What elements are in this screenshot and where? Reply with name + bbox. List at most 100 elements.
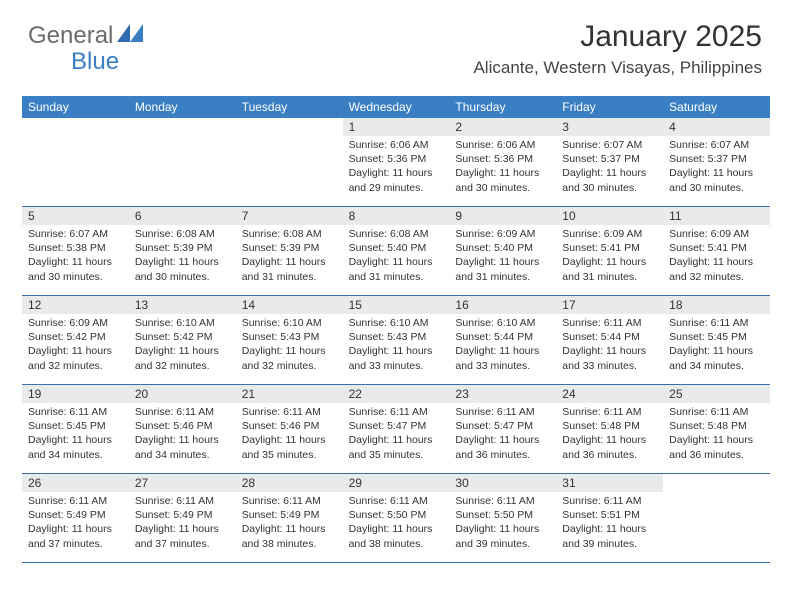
calendar-day-cell: 7Sunrise: 6:08 AMSunset: 5:39 PMDaylight… [236, 207, 343, 295]
day-detail-line: Daylight: 11 hours [349, 522, 444, 536]
day-detail-line: Sunrise: 6:11 AM [349, 494, 444, 508]
calendar-week-row: 5Sunrise: 6:07 AMSunset: 5:38 PMDaylight… [22, 207, 770, 296]
day-detail-line: Sunset: 5:36 PM [349, 152, 444, 166]
day-detail-line: Daylight: 11 hours [135, 344, 230, 358]
calendar-day-cell: 14Sunrise: 6:10 AMSunset: 5:43 PMDayligh… [236, 296, 343, 384]
day-number: 27 [129, 474, 236, 492]
day-number: 31 [556, 474, 663, 492]
day-number: 2 [449, 118, 556, 136]
day-number: 12 [22, 296, 129, 314]
day-detail-text: Sunrise: 6:07 AMSunset: 5:37 PMDaylight:… [556, 136, 663, 199]
day-detail-line: and 30 minutes. [455, 181, 550, 195]
day-detail-line: and 32 minutes. [135, 359, 230, 373]
day-detail-text: Sunrise: 6:09 AMSunset: 5:40 PMDaylight:… [449, 225, 556, 288]
day-number: 25 [663, 385, 770, 403]
day-detail-line: Daylight: 11 hours [28, 344, 123, 358]
day-detail-line: and 30 minutes. [28, 270, 123, 284]
weekday-header: Tuesday [236, 96, 343, 118]
calendar-grid: Sunday Monday Tuesday Wednesday Thursday… [22, 96, 770, 563]
day-detail-text: Sunrise: 6:11 AMSunset: 5:46 PMDaylight:… [236, 403, 343, 466]
day-detail-line: Sunset: 5:48 PM [562, 419, 657, 433]
calendar-day-cell: 28Sunrise: 6:11 AMSunset: 5:49 PMDayligh… [236, 474, 343, 562]
day-number: 19 [22, 385, 129, 403]
day-detail-line: Sunset: 5:38 PM [28, 241, 123, 255]
day-detail-line: Daylight: 11 hours [28, 255, 123, 269]
calendar-day-cell: 20Sunrise: 6:11 AMSunset: 5:46 PMDayligh… [129, 385, 236, 473]
calendar-day-cell: 25Sunrise: 6:11 AMSunset: 5:48 PMDayligh… [663, 385, 770, 473]
calendar-day-cell [236, 118, 343, 206]
calendar-day-cell: 1Sunrise: 6:06 AMSunset: 5:36 PMDaylight… [343, 118, 450, 206]
calendar-day-cell: 23Sunrise: 6:11 AMSunset: 5:47 PMDayligh… [449, 385, 556, 473]
day-detail-line: Daylight: 11 hours [669, 255, 764, 269]
calendar-day-cell: 24Sunrise: 6:11 AMSunset: 5:48 PMDayligh… [556, 385, 663, 473]
day-detail-line: Sunset: 5:37 PM [669, 152, 764, 166]
day-detail-line: and 30 minutes. [669, 181, 764, 195]
day-number: 18 [663, 296, 770, 314]
day-detail-line: Daylight: 11 hours [349, 166, 444, 180]
calendar-day-cell: 13Sunrise: 6:10 AMSunset: 5:42 PMDayligh… [129, 296, 236, 384]
day-detail-text: Sunrise: 6:07 AMSunset: 5:37 PMDaylight:… [663, 136, 770, 199]
day-number: 4 [663, 118, 770, 136]
day-detail-line: Daylight: 11 hours [455, 344, 550, 358]
day-detail-text: Sunrise: 6:10 AMSunset: 5:44 PMDaylight:… [449, 314, 556, 377]
month-title: January 2025 [473, 20, 762, 54]
logo-text-general: General [28, 22, 113, 50]
day-detail-text: Sunrise: 6:11 AMSunset: 5:47 PMDaylight:… [449, 403, 556, 466]
day-detail-line: Sunrise: 6:07 AM [669, 138, 764, 152]
day-number: 11 [663, 207, 770, 225]
day-detail-line: Daylight: 11 hours [455, 255, 550, 269]
day-detail-line: Sunset: 5:43 PM [242, 330, 337, 344]
calendar-day-cell: 15Sunrise: 6:10 AMSunset: 5:43 PMDayligh… [343, 296, 450, 384]
day-detail-line: and 37 minutes. [135, 537, 230, 551]
day-detail-text: Sunrise: 6:06 AMSunset: 5:36 PMDaylight:… [343, 136, 450, 199]
day-number [236, 118, 343, 137]
day-number: 5 [22, 207, 129, 225]
calendar-week-row: 1Sunrise: 6:06 AMSunset: 5:36 PMDaylight… [22, 118, 770, 207]
day-detail-line: Daylight: 11 hours [562, 433, 657, 447]
day-detail-line: Sunrise: 6:11 AM [349, 405, 444, 419]
day-detail-line: Sunrise: 6:06 AM [349, 138, 444, 152]
day-detail-line: and 36 minutes. [562, 448, 657, 462]
day-detail-line: Sunrise: 6:09 AM [562, 227, 657, 241]
day-detail-line: Sunrise: 6:09 AM [28, 316, 123, 330]
day-number: 29 [343, 474, 450, 492]
day-detail-line: and 31 minutes. [562, 270, 657, 284]
day-detail-line: Sunset: 5:48 PM [669, 419, 764, 433]
calendar-day-cell: 30Sunrise: 6:11 AMSunset: 5:50 PMDayligh… [449, 474, 556, 562]
day-number: 7 [236, 207, 343, 225]
day-detail-line: Sunrise: 6:11 AM [135, 405, 230, 419]
day-detail-line: Sunrise: 6:08 AM [242, 227, 337, 241]
day-detail-line: Sunrise: 6:09 AM [669, 227, 764, 241]
day-detail-line: Daylight: 11 hours [349, 433, 444, 447]
day-detail-line: Daylight: 11 hours [135, 522, 230, 536]
day-detail-line: Sunrise: 6:10 AM [135, 316, 230, 330]
day-detail-line: Daylight: 11 hours [455, 433, 550, 447]
day-detail-line: Daylight: 11 hours [669, 166, 764, 180]
day-detail-text: Sunrise: 6:09 AMSunset: 5:41 PMDaylight:… [663, 225, 770, 288]
day-detail-line: and 33 minutes. [349, 359, 444, 373]
calendar-day-cell [22, 118, 129, 206]
calendar-day-cell: 26Sunrise: 6:11 AMSunset: 5:49 PMDayligh… [22, 474, 129, 562]
day-detail-line: Daylight: 11 hours [28, 522, 123, 536]
day-detail-line: Sunrise: 6:11 AM [28, 405, 123, 419]
day-detail-line: Daylight: 11 hours [669, 433, 764, 447]
day-detail-text: Sunrise: 6:11 AMSunset: 5:49 PMDaylight:… [22, 492, 129, 555]
day-detail-text: Sunrise: 6:11 AMSunset: 5:45 PMDaylight:… [663, 314, 770, 377]
day-detail-line: Sunrise: 6:10 AM [242, 316, 337, 330]
day-detail-text: Sunrise: 6:10 AMSunset: 5:42 PMDaylight:… [129, 314, 236, 377]
day-number: 16 [449, 296, 556, 314]
calendar-day-cell: 5Sunrise: 6:07 AMSunset: 5:38 PMDaylight… [22, 207, 129, 295]
day-detail-line: Sunrise: 6:11 AM [562, 316, 657, 330]
day-detail-line: Daylight: 11 hours [135, 433, 230, 447]
day-detail-line: and 36 minutes. [455, 448, 550, 462]
day-detail-text: Sunrise: 6:08 AMSunset: 5:39 PMDaylight:… [236, 225, 343, 288]
weekday-header: Saturday [663, 96, 770, 118]
day-detail-line: Sunset: 5:39 PM [242, 241, 337, 255]
day-number: 1 [343, 118, 450, 136]
day-detail-line: Sunset: 5:40 PM [349, 241, 444, 255]
day-detail-line: Sunrise: 6:10 AM [455, 316, 550, 330]
day-detail-line: Sunset: 5:40 PM [455, 241, 550, 255]
calendar-day-cell: 22Sunrise: 6:11 AMSunset: 5:47 PMDayligh… [343, 385, 450, 473]
day-detail-line: Sunset: 5:50 PM [455, 508, 550, 522]
day-detail-line: Daylight: 11 hours [242, 433, 337, 447]
